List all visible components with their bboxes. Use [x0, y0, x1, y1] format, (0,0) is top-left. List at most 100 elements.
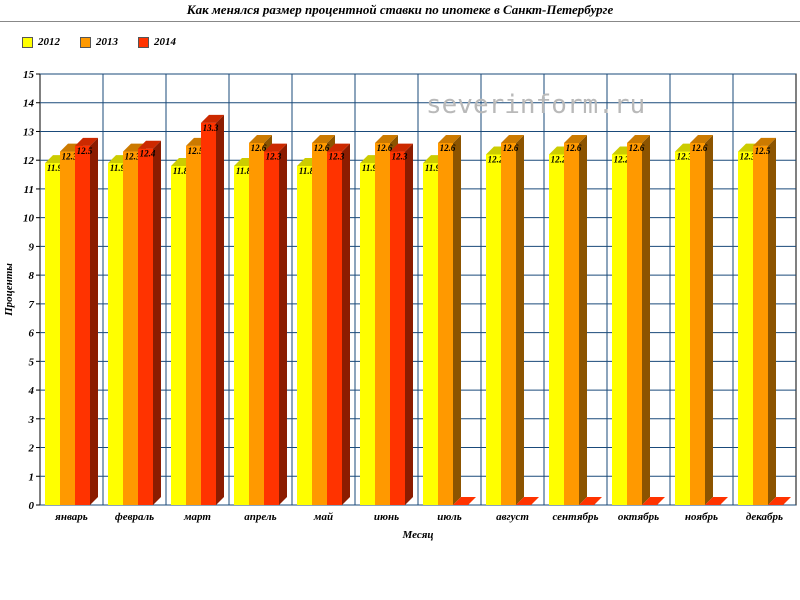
data-label: 12.6: [503, 143, 519, 153]
title-divider: [0, 21, 800, 22]
bar-top: [123, 143, 146, 152]
bar-top: [375, 134, 398, 143]
legend-item-2014: 2014: [138, 36, 176, 48]
bar: [360, 163, 375, 505]
y-tick-label: 2: [28, 443, 35, 455]
bar-top: [201, 114, 224, 123]
data-label: 12.2: [614, 154, 630, 164]
bar-zero: [642, 497, 665, 505]
y-tick-label: 14: [23, 98, 35, 110]
bar: [171, 165, 186, 506]
x-tick-label: июль: [437, 511, 462, 523]
bar: [375, 142, 390, 505]
legend: 2012 2013 2014: [22, 36, 176, 48]
data-label: 12.3: [740, 152, 756, 162]
bar-side: [705, 134, 713, 505]
data-label: 13.3: [203, 123, 219, 133]
x-tick-label: май: [313, 511, 333, 523]
data-label: 12.6: [377, 143, 393, 153]
bar: [201, 122, 216, 505]
bar-side: [342, 143, 350, 505]
bar-top: [249, 134, 272, 143]
bar-top: [312, 134, 335, 143]
x-tick-label: январь: [54, 511, 88, 523]
bar-zero: [453, 497, 476, 505]
bar: [501, 142, 516, 505]
bar: [549, 154, 564, 505]
data-label: 11.9: [362, 163, 378, 173]
x-tick-label: сентябрь: [552, 511, 598, 523]
y-tick-label: 8: [29, 270, 35, 282]
bar-top: [390, 143, 413, 152]
bar-side: [153, 140, 161, 505]
data-label: 12.3: [392, 152, 408, 162]
y-tick-label: 12: [23, 155, 35, 167]
bar-top: [438, 134, 461, 143]
bar-top: [138, 140, 161, 149]
bar: [138, 148, 153, 505]
bar: [45, 163, 60, 505]
data-label: 12.3: [266, 152, 282, 162]
legend-item-2013: 2013: [80, 36, 118, 48]
bar: [264, 151, 279, 505]
data-label: 11.8: [299, 166, 315, 176]
data-label: 12.6: [692, 143, 708, 153]
watermark-text: severinform.ru: [426, 90, 646, 120]
y-tick-label: 1: [29, 471, 35, 483]
bar: [438, 142, 453, 505]
bar: [753, 145, 768, 506]
bar-side: [642, 134, 650, 505]
data-label: 12.6: [566, 143, 582, 153]
data-label: 11.8: [236, 166, 252, 176]
bar-top: [264, 143, 287, 152]
data-label: 12.3: [677, 152, 693, 162]
bar-side: [768, 137, 776, 506]
x-tick-label: март: [183, 511, 211, 523]
x-tick-label: февраль: [115, 511, 154, 523]
y-tick-label: 11: [24, 184, 34, 196]
bar: [675, 151, 690, 505]
bar-top: [327, 143, 350, 152]
bar-top: [753, 137, 776, 146]
x-tick-label: июнь: [374, 511, 399, 523]
legend-swatch-2012: [22, 36, 33, 48]
legend-item-2012: 2012: [22, 36, 60, 48]
data-label: 12.3: [125, 152, 141, 162]
bar: [312, 142, 327, 505]
y-tick-label: 15: [23, 69, 35, 81]
bar-zero: [705, 497, 728, 505]
x-tick-label: октябрь: [618, 511, 659, 523]
y-tick-label: 6: [29, 328, 35, 340]
bar-side: [216, 114, 224, 505]
data-label: 12.5: [188, 146, 204, 156]
legend-label-2013: 2013: [96, 36, 118, 48]
data-label: 12.3: [329, 152, 345, 162]
y-tick-label: 9: [29, 241, 35, 253]
bar: [390, 151, 405, 505]
x-tick-label: декабрь: [746, 511, 783, 523]
y-tick-label: 3: [28, 414, 35, 426]
x-tick-label: август: [496, 511, 529, 523]
bar: [423, 163, 438, 505]
bar: [627, 142, 642, 505]
legend-swatch-2013: [80, 36, 91, 48]
bar: [108, 163, 123, 505]
bar: [186, 145, 201, 506]
y-tick-label: 10: [23, 213, 35, 225]
data-label: 12.2: [551, 154, 567, 164]
bar-top: [564, 134, 587, 143]
bar-side: [279, 143, 287, 505]
bar: [123, 151, 138, 505]
data-label: 12.6: [629, 143, 645, 153]
x-axis-title: Месяц: [401, 529, 433, 541]
chart-title: Как менялся размер процентной ставки по …: [186, 2, 614, 17]
data-label: 12.4: [140, 149, 156, 159]
data-label: 11.9: [110, 163, 126, 173]
bar-zero: [579, 497, 602, 505]
legend-swatch-2014: [138, 36, 149, 48]
y-tick-label: 0: [29, 500, 35, 512]
bar: [234, 165, 249, 506]
bar: [690, 142, 705, 505]
bar: [60, 151, 75, 505]
